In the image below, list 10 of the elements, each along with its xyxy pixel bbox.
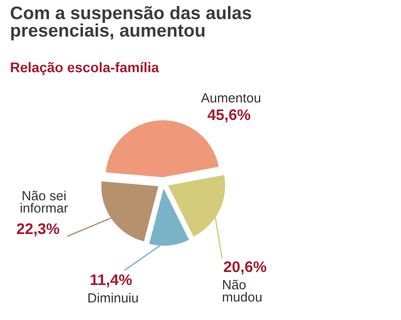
chart-subtitle: Relação escola-família <box>10 62 160 76</box>
slice-label: Diminuiu <box>88 292 138 303</box>
data-label: 11,4% <box>90 274 132 288</box>
data-label: 22,3% <box>16 223 60 236</box>
data-label: 45,6% <box>208 109 250 122</box>
slice-label: Aumentou <box>200 93 260 103</box>
slice-label: Não sei informar <box>20 190 68 213</box>
chart-title: Com a suspensão das aulas presenciais, aumentou <box>10 6 252 40</box>
data-label: 20,6% <box>224 261 266 274</box>
slice-label: Não mudou <box>222 280 262 302</box>
